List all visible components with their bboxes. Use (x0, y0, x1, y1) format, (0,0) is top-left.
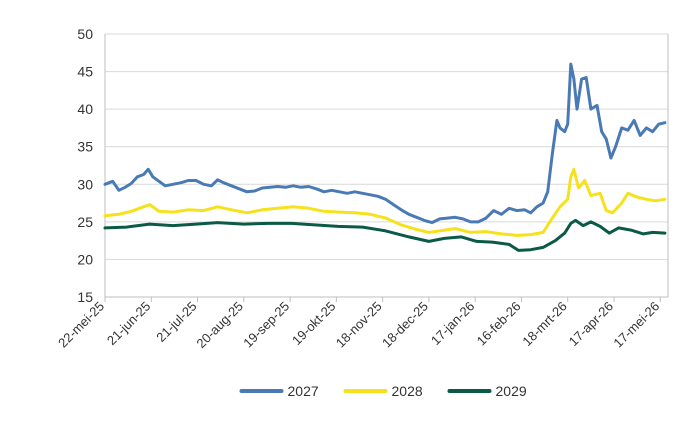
x-tick-label: 20-aug-25 (193, 299, 246, 352)
y-tick-label: 35 (77, 139, 93, 155)
x-tick-label: 17-mei-26 (610, 299, 662, 351)
y-tick-label: 40 (77, 101, 93, 117)
x-tick-label: 19-sep-25 (240, 299, 292, 351)
series-line-2029 (103, 218, 667, 252)
x-tick-label: 18-nov-25 (333, 299, 385, 351)
y-tick-label: 50 (77, 26, 93, 42)
x-tick-label: 19-okt-25 (289, 299, 338, 348)
legend-label-2029: 2029 (496, 383, 527, 399)
y-tick-labels: 15 20 25 30 35 40 45 50 (77, 26, 93, 305)
y-tick-label: 20 (77, 251, 93, 267)
x-tick-label: 18-dec-25 (379, 299, 431, 351)
series-line-2027 (103, 62, 667, 225)
x-tick-label: 21-jul-25 (153, 299, 199, 345)
grid-lines (105, 33, 668, 260)
axes (104, 34, 669, 302)
x-tick-label: 18-mrt-26 (519, 299, 569, 349)
legend-label-2027: 2027 (288, 383, 319, 399)
x-tick-label: 21-jun-25 (104, 299, 153, 348)
legend: 2027 2028 2029 (239, 383, 527, 399)
legend-label-2028: 2028 (392, 383, 423, 399)
series-lines (103, 62, 667, 252)
y-tick-label: 15 (77, 289, 93, 305)
series-line-2028 (103, 167, 667, 237)
x-tick-label: 22-mei-25 (55, 299, 107, 351)
y-tick-label: 25 (77, 214, 93, 230)
x-tick-label: 17-apr-26 (566, 299, 616, 349)
x-tick-label: 16-feb-26 (474, 299, 524, 349)
y-tick-label: 45 (77, 64, 93, 80)
y-tick-label: 30 (77, 176, 93, 192)
x-tick-label: 17-jan-26 (428, 299, 477, 348)
